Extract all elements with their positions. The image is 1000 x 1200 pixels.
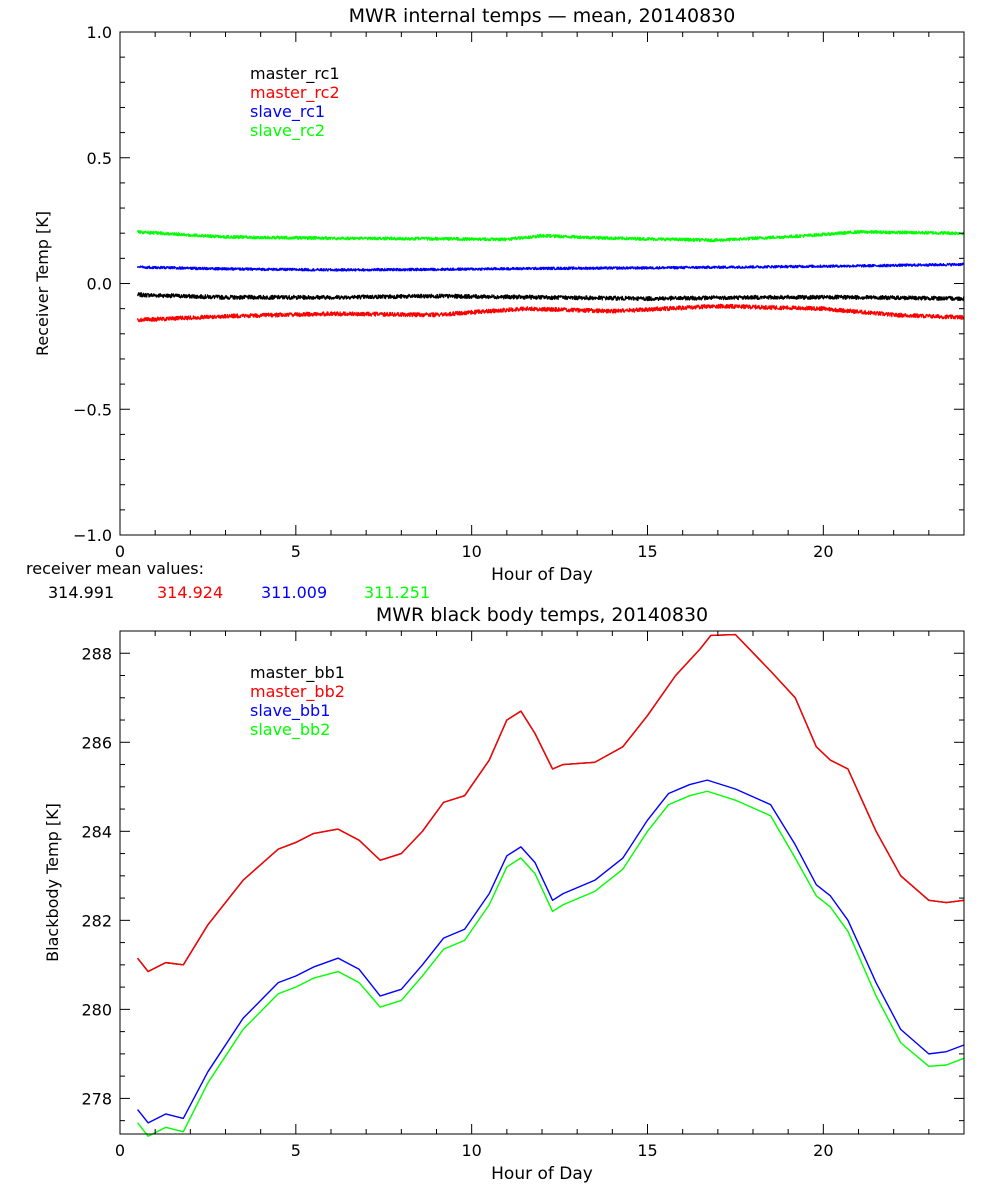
x-tick-label: 0 (115, 542, 125, 561)
receiver-mean-label: receiver mean values: (26, 559, 204, 578)
legend-entry: slave_bb2 (250, 720, 330, 740)
series-line-master_rc2 (136, 303, 965, 323)
x-tick-label: 5 (291, 542, 301, 561)
legend-entry: slave_bb1 (250, 701, 330, 721)
legend-entry: slave_rc1 (250, 102, 325, 122)
receiver-mean-value: 314.991 (48, 583, 114, 602)
chart-title: MWR black body temps, 20140830 (376, 604, 708, 626)
y-tick-label: 0.5 (87, 149, 112, 168)
x-tick-label: 5 (291, 1141, 301, 1160)
chart-title: MWR internal temps — mean, 20140830 (349, 5, 736, 27)
receiver-mean-value: 311.251 (364, 583, 430, 602)
legend-entry: slave_rc2 (250, 121, 325, 141)
blackbody-temps-chart: 0 5 10 15 20 278 280 282 284 286 288 MWR black body… (43, 604, 965, 1184)
receiver-mean-value: 314.924 (157, 583, 223, 602)
y-tick-label: 1.0 (87, 23, 112, 42)
y-tick-label: 278 (81, 1089, 112, 1108)
legend-entry: master_bb1 (250, 663, 345, 683)
x-tick-label: 10 (461, 1141, 481, 1160)
series-line-slave_rc1 (136, 262, 965, 272)
x-tick-label: 15 (637, 1141, 657, 1160)
y-tick-label: 286 (81, 733, 112, 752)
y-tick-label: −0.5 (73, 400, 112, 419)
series-line-slave_rc2 (136, 229, 965, 243)
y-tick-label: 280 (81, 1000, 112, 1019)
legend-entry: master_rc2 (250, 83, 340, 103)
x-tick-label: 20 (813, 1141, 833, 1160)
x-tick-label: 10 (461, 542, 481, 561)
y-axis-label: Blackbody Temp [K] (43, 803, 62, 962)
receiver-temps-chart: 0 5 10 15 20 −1.0 −0.5 0.0 0.5 1.0 MWR internal te… (26, 5, 965, 602)
x-axis-label: Hour of Day (491, 1164, 593, 1184)
y-tick-label: 284 (81, 822, 112, 841)
series-line-master_bb2 (137, 633, 965, 973)
x-axis-label: Hour of Day (491, 565, 593, 585)
legend-entry: master_rc1 (250, 64, 340, 84)
x-tick-label: 15 (637, 542, 657, 561)
y-tick-label: −1.0 (73, 526, 112, 545)
y-axis-label: Receiver Temp [K] (33, 211, 52, 356)
receiver-mean-value: 311.009 (261, 583, 327, 602)
legend-entry: master_bb2 (250, 682, 345, 702)
x-tick-label: 20 (813, 542, 833, 561)
x-tick-label: 0 (115, 1141, 125, 1160)
series-line-slave_bb1 (137, 779, 965, 1124)
series-line-slave_bb2 (137, 790, 965, 1137)
y-tick-label: 0.0 (87, 275, 112, 294)
series-line-master_rc1 (136, 292, 965, 302)
y-tick-label: 288 (81, 644, 112, 663)
y-tick-label: 282 (81, 911, 112, 930)
